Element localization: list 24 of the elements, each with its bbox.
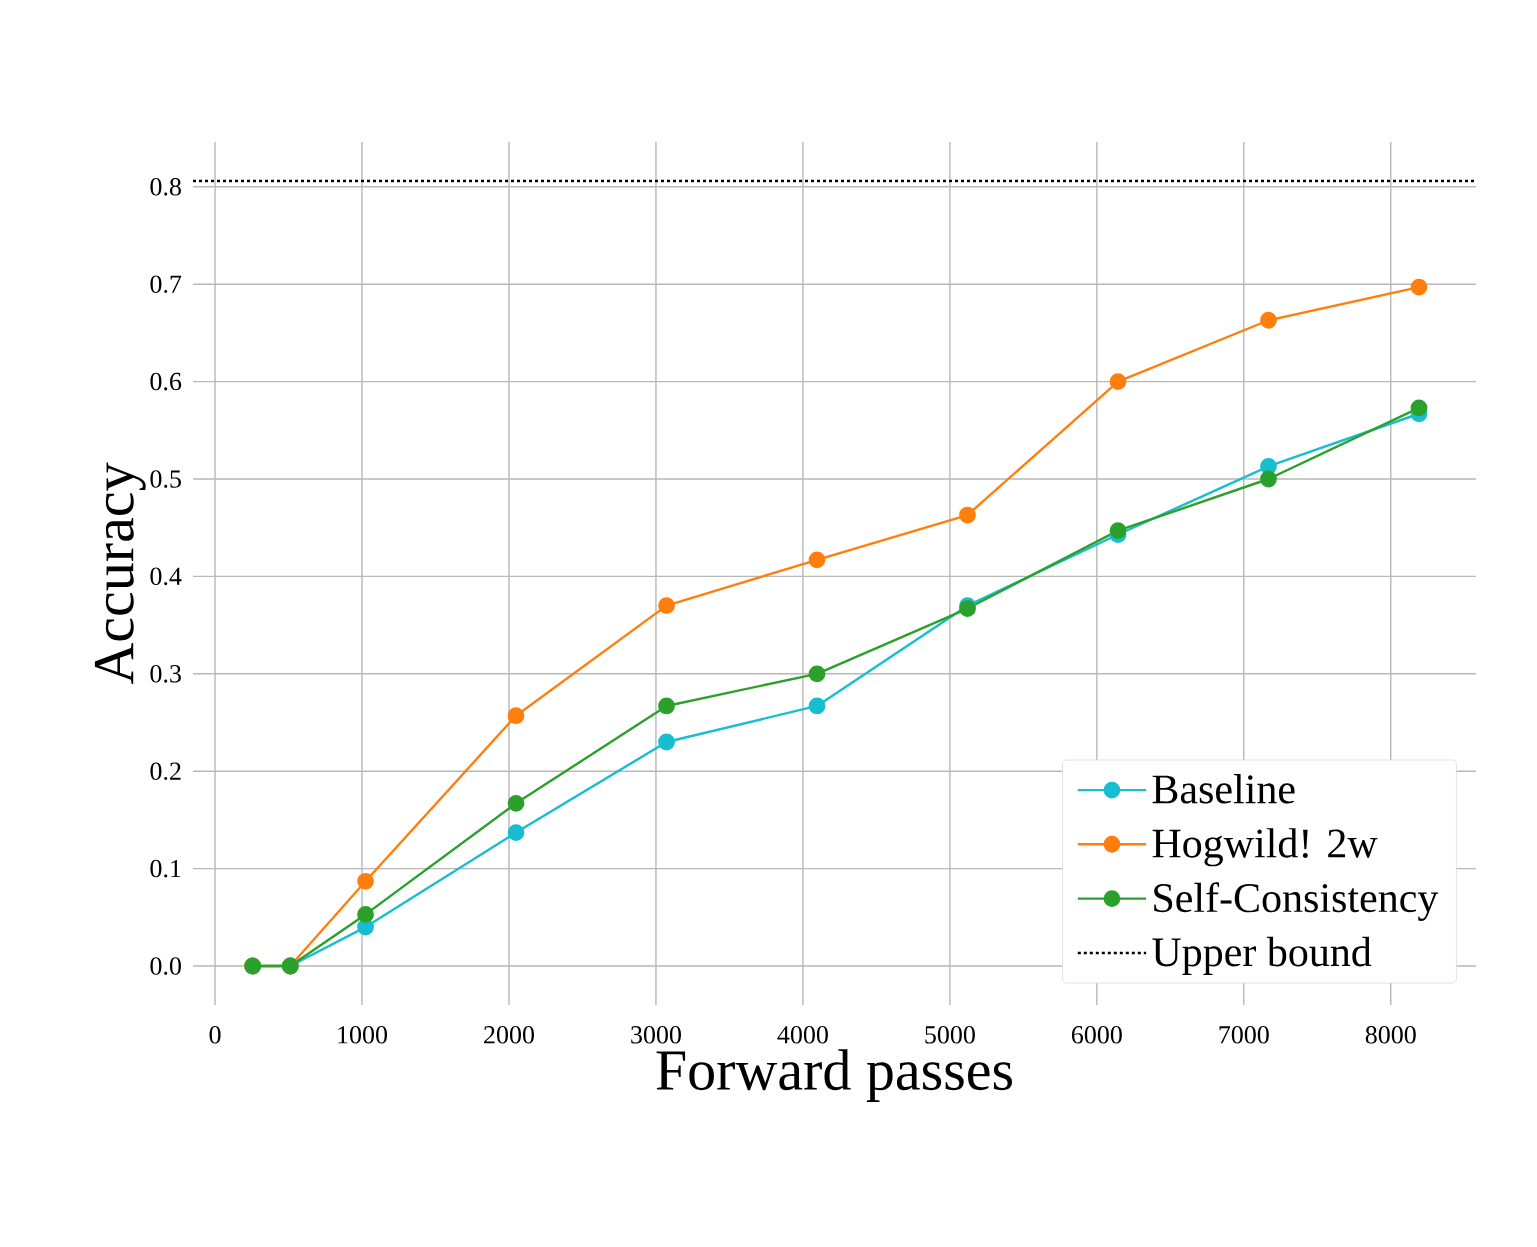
x-tick-label: 2000 [484,1026,534,1044]
y-tick-label: 0.0 [150,957,181,975]
y-tick-label: 0.2 [150,762,181,781]
y-tick-label: 0.3 [150,664,181,683]
legend-label: Baseline [1152,774,1295,804]
x-tick-label: 3000 [631,1026,681,1044]
x-tick-label: 7000 [1219,1026,1269,1044]
x-axis-title: Forward passes [656,1049,1013,1102]
legend-label: Hogwild! 2w [1152,828,1378,867]
x-tick-label: 5000 [925,1026,975,1044]
legend-label: Self-Consistency [1154,882,1439,921]
y-axis-title: Accuracy [94,462,146,685]
y-tick-label: 0.6 [150,372,182,391]
y-tick-label: 0.8 [150,177,181,196]
x-tick-label: 0 [209,1026,221,1044]
x-tick-label: 6000 [1071,1026,1122,1044]
y-tick-label: 0.5 [150,470,181,488]
y-tick-label: 0.4 [150,567,182,586]
y-tick-label: 0.7 [150,275,182,294]
x-tick-label: 4000 [777,1026,828,1044]
y-tick-label: 0.1 [150,859,181,878]
x-tick-label: 1000 [338,1026,388,1044]
legend-label: Upper bound [1152,936,1372,975]
x-tick-label: 8000 [1365,1026,1416,1044]
